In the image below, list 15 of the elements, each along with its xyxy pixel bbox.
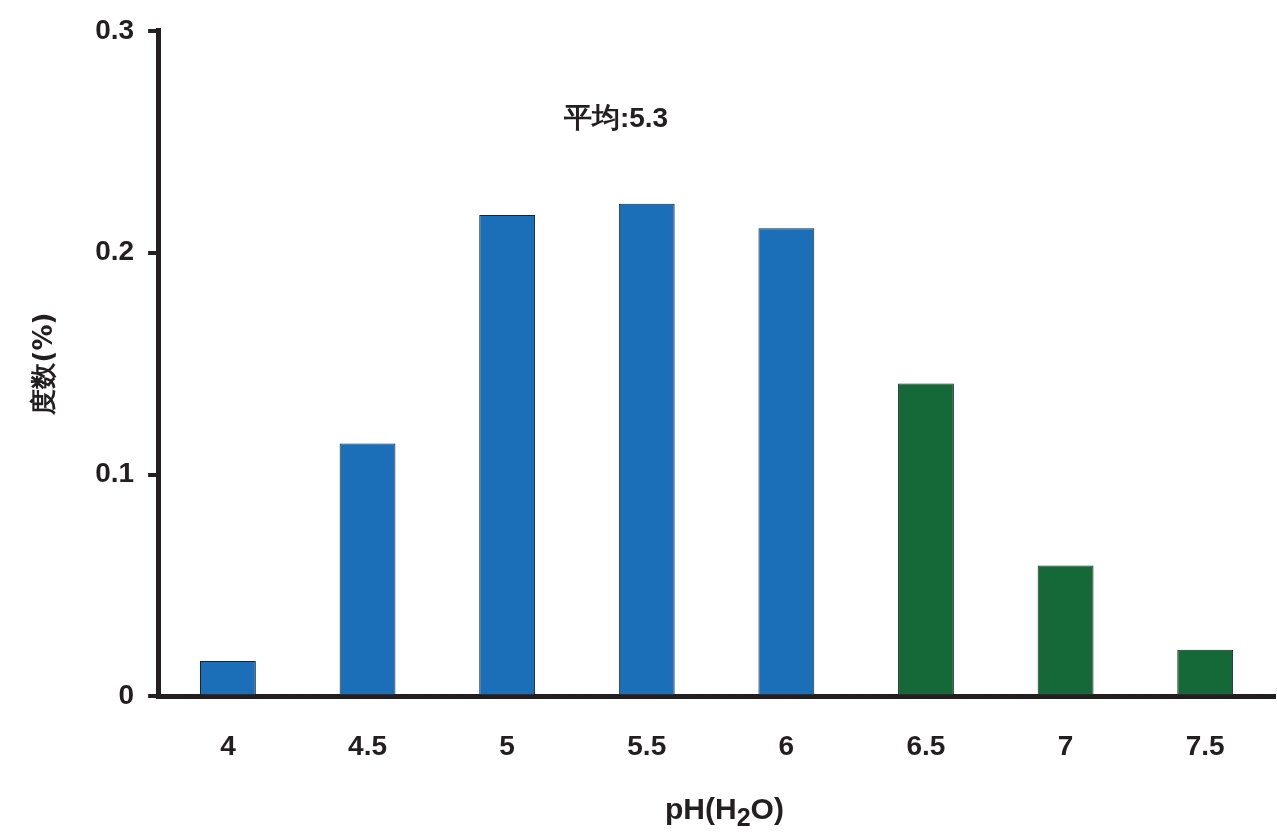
- x-tick-label: 7: [1057, 729, 1074, 761]
- y-tick-label: 0.2: [95, 235, 135, 267]
- x-tick-label: 5.5: [627, 729, 667, 761]
- x-tick-label: 6: [778, 729, 795, 761]
- y-tick-label: 0: [118, 679, 135, 711]
- y-tick-label: 0.3: [95, 13, 135, 45]
- annotation: 平均:5.3: [562, 101, 669, 133]
- x-tick-label: 4.5: [348, 729, 388, 761]
- x-tick-label: 5: [499, 729, 515, 761]
- x-tick-label: 4: [220, 729, 237, 761]
- y-tick-label: 0.1: [95, 457, 135, 489]
- y-axis-title: 度数(%): [28, 312, 59, 416]
- x-tick-label: 6.5: [906, 729, 946, 761]
- x-axis-title: pH(H$_{2}$O): [664, 792, 785, 832]
- x-tick-label: 7.5: [1185, 729, 1225, 761]
